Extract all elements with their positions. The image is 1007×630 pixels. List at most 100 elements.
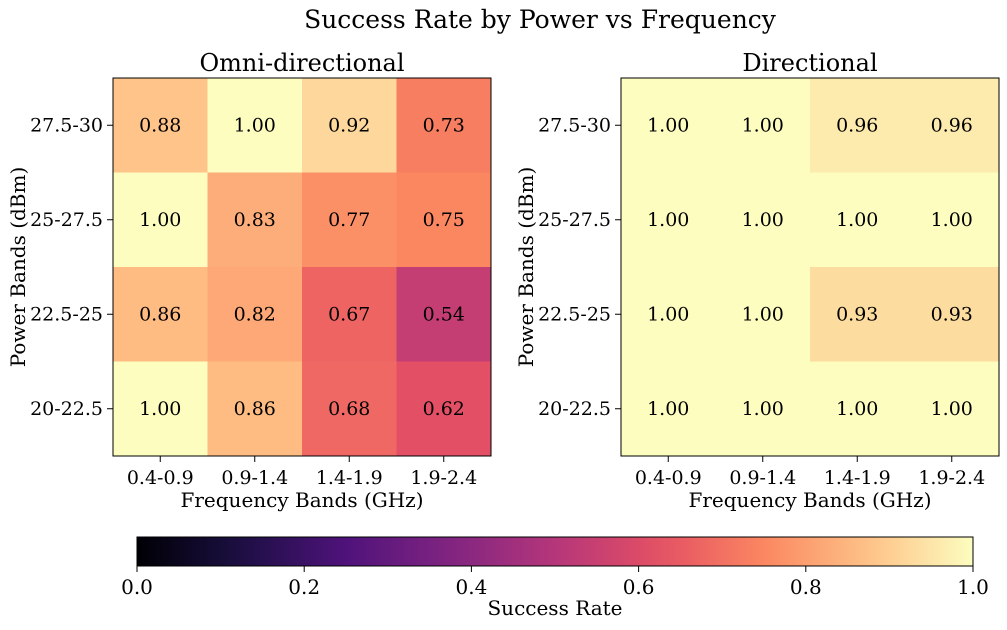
cell-value-label: 0.77	[328, 209, 370, 231]
cell-value-label: 1.00	[742, 398, 784, 420]
axes-frame	[112, 77, 492, 457]
axes-frame	[620, 77, 1000, 457]
heatmap-cell	[207, 361, 303, 457]
cell-value-label: 0.96	[836, 114, 878, 136]
cell-value-label: 0.67	[328, 303, 370, 325]
colorbar-gradient	[136, 536, 974, 567]
cell-value-label: 0.62	[423, 398, 465, 420]
heatmap-cell	[715, 78, 811, 173]
cell-value-label: 1.00	[647, 209, 689, 231]
colorbar-tick-label: 1.0	[957, 575, 989, 599]
heatmap-cell	[621, 361, 716, 457]
heatmap-cell	[810, 267, 905, 362]
heatmap-cell	[207, 267, 303, 362]
y-tick-label: 25-27.5	[30, 209, 103, 231]
heatmap-cell	[715, 361, 811, 457]
x-axis-label: Frequency Bands (GHz)	[688, 488, 931, 512]
heatmap-cell	[621, 78, 716, 173]
colorbar-label: Success Rate	[487, 596, 622, 620]
panel-title: Directional	[742, 49, 877, 77]
heatmap-cell	[113, 361, 208, 457]
x-tick-label: 1.4-1.9	[824, 467, 891, 489]
colorbar-tick-label: 0.0	[121, 575, 153, 599]
heatmap-cell	[904, 361, 1000, 457]
y-tick-label: 27.5-30	[30, 114, 103, 136]
heatmap-cell	[904, 78, 1000, 173]
colorbar-tick-label: 0.6	[623, 575, 655, 599]
x-tick-label: 0.4-0.9	[635, 467, 702, 489]
cell-value-label: 0.73	[423, 114, 465, 136]
x-tick-label: 1.4-1.9	[316, 467, 383, 489]
colorbar-tick-label: 0.4	[455, 575, 487, 599]
heatmap-cell	[113, 267, 208, 362]
cell-value-label: 1.00	[931, 398, 973, 420]
heatmap-cell	[396, 361, 492, 457]
heatmap-panels: 0.88 1.00 0.92 0.73 1.00 0.83 0.77 0.75 0.86 0.82…	[6, 49, 1000, 512]
figure-title: Success Rate by Power vs Frequency	[304, 5, 777, 34]
cell-value-label: 0.54	[423, 303, 465, 325]
cell-value-label: 1.00	[647, 303, 689, 325]
x-tick-label: 1.9-2.4	[918, 467, 985, 489]
cell-value-label: 0.82	[234, 303, 276, 325]
heatmap-cell	[396, 78, 492, 173]
heatmap-cell	[621, 172, 716, 268]
cell-value-label: 1.00	[742, 303, 784, 325]
heatmap-cell	[113, 78, 208, 173]
cell-value-label: 0.93	[836, 303, 878, 325]
heatmap-cell	[207, 78, 303, 173]
cell-value-label: 1.00	[234, 114, 276, 136]
cell-value-label: 1.00	[836, 209, 878, 231]
colorbar: 0.0 0.2 0.4 0.6 0.8 1.0 Success Rate	[121, 536, 989, 620]
heatmap-cell	[810, 78, 905, 173]
heatmap-cell	[904, 267, 1000, 362]
heatmap-cell	[302, 172, 397, 268]
x-tick-label: 0.9-1.4	[729, 467, 796, 489]
cell-value-label: 0.88	[139, 114, 181, 136]
cell-value-label: 1.00	[139, 209, 181, 231]
heatmap-cell	[715, 267, 811, 362]
y-tick-label: 20-22.5	[538, 398, 611, 420]
y-axis-label: Power Bands (dBm)	[514, 167, 538, 368]
heatmap-cell	[396, 172, 492, 268]
x-axis-label: Frequency Bands (GHz)	[180, 488, 423, 512]
cell-value-label: 0.86	[139, 303, 181, 325]
x-tick-label: 0.4-0.9	[127, 467, 194, 489]
y-tick-label: 20-22.5	[30, 398, 103, 420]
cell-value-label: 0.68	[328, 398, 370, 420]
x-tick-label: 1.9-2.4	[410, 467, 477, 489]
heatmap-cell	[621, 267, 716, 362]
heatmap-cell	[113, 172, 208, 268]
cell-value-label: 1.00	[742, 114, 784, 136]
y-axis-label: Power Bands (dBm)	[6, 167, 30, 368]
cell-value-label: 1.00	[836, 398, 878, 420]
heatmap-cell	[302, 267, 397, 362]
y-tick-label: 22.5-25	[538, 303, 611, 325]
heatmap-cell	[810, 361, 905, 457]
colorbar-tick-label: 0.2	[288, 575, 320, 599]
y-tick-label: 22.5-25	[30, 303, 103, 325]
colorbar-tick-label: 0.8	[790, 575, 822, 599]
heatmap-cell	[302, 361, 397, 457]
heatmap-cell	[904, 172, 1000, 268]
heatmap-cell	[810, 172, 905, 268]
heatmap-cell	[207, 172, 303, 268]
heatmap-panel-1: 0.88 1.00 0.92 0.73 1.00 0.83 0.77 0.75 0.86 0.82…	[6, 49, 492, 512]
cell-value-label: 0.92	[328, 114, 370, 136]
y-tick-label: 27.5-30	[538, 114, 611, 136]
cell-value-label: 1.00	[931, 209, 973, 231]
cell-value-label: 1.00	[647, 114, 689, 136]
cell-value-label: 1.00	[647, 398, 689, 420]
panel-title: Omni-directional	[199, 49, 404, 77]
heatmap-cell	[302, 78, 397, 173]
y-tick-label: 25-27.5	[538, 209, 611, 231]
cell-value-label: 0.75	[423, 209, 465, 231]
cell-value-label: 0.96	[931, 114, 973, 136]
cell-value-label: 0.93	[931, 303, 973, 325]
x-tick-label: 0.9-1.4	[221, 467, 288, 489]
heatmap-panel-2: 1.00 1.00 0.96 0.96 1.00 1.00 1.00 1.00 1.00 1.00…	[514, 49, 1000, 512]
cell-value-label: 0.86	[234, 398, 276, 420]
cell-value-label: 1.00	[139, 398, 181, 420]
cell-value-label: 0.83	[234, 209, 276, 231]
heatmap-cell	[396, 267, 492, 362]
